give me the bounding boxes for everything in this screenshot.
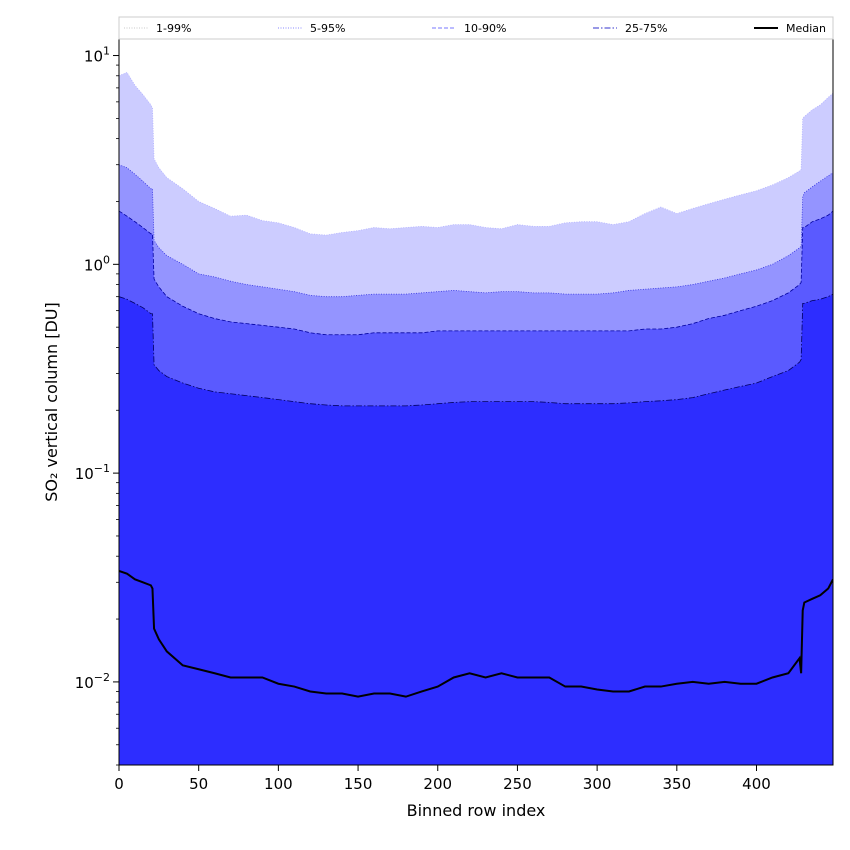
x-tick-label: 0 <box>114 775 124 793</box>
x-tick-label: 100 <box>264 775 293 793</box>
legend: 1-99% 5-95% 10-90% 25-75% Median <box>118 16 834 40</box>
y-tick-label: 10−1 <box>75 462 110 483</box>
x-tick-label: 150 <box>344 775 373 793</box>
legend-label-25-75: 25-75% <box>625 22 667 35</box>
x-axis-title: Binned row index <box>407 801 546 820</box>
y-tick-label: 100 <box>84 253 110 274</box>
x-tick-label: 200 <box>423 775 452 793</box>
band-25-75 <box>119 294 833 765</box>
lines-layer <box>119 71 833 698</box>
x-tick-label: 350 <box>662 775 691 793</box>
legend-label-median: Median <box>786 22 826 35</box>
legend-frame <box>118 16 834 40</box>
line-25-75 <box>119 293 833 407</box>
y-axis: 10−2 10−1 100 101 <box>75 45 119 766</box>
bands-layer <box>119 72 833 765</box>
x-tick-label: 250 <box>503 775 532 793</box>
y-tick-label: 10−2 <box>75 671 110 692</box>
x-axis: 0 50 100 150 200 250 300 350 400 <box>114 765 771 793</box>
y-tick-label: 101 <box>84 45 110 66</box>
median-line <box>119 569 833 698</box>
y-axis-title: SO₂ vertical column [DU] <box>42 302 61 502</box>
legend-label-1-99: 1-99% <box>156 22 191 35</box>
legend-label-5-95: 5-95% <box>310 22 345 35</box>
line-10-90 <box>119 210 833 336</box>
x-tick-label: 50 <box>189 775 208 793</box>
x-tick-label: 400 <box>742 775 771 793</box>
x-tick-label: 300 <box>583 775 612 793</box>
legend-label-10-90: 10-90% <box>464 22 506 35</box>
